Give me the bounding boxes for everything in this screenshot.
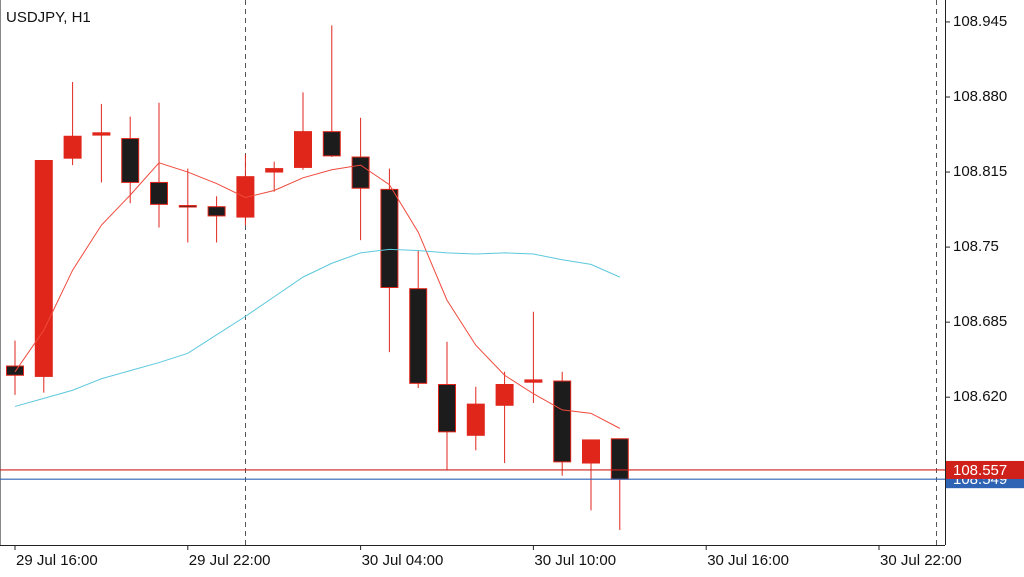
x-tick-label: 30 Jul 10:00 bbox=[534, 552, 616, 569]
candle-body bbox=[34, 159, 53, 377]
y-tick-label: 108.880 bbox=[953, 88, 1007, 105]
candle-body bbox=[207, 206, 226, 217]
candle-body bbox=[265, 168, 284, 173]
candle-body bbox=[92, 132, 111, 136]
price-label: 108.557 bbox=[953, 462, 1007, 479]
candle-body bbox=[121, 138, 140, 183]
price-label-box bbox=[946, 460, 1024, 479]
candle-body bbox=[495, 384, 514, 406]
candle-body bbox=[150, 181, 168, 205]
y-tick-label: 108.620 bbox=[953, 388, 1007, 405]
candle-body bbox=[438, 384, 456, 433]
chart-title: USDJPY, H1 bbox=[6, 9, 91, 26]
x-tick-label: 30 Jul 22:00 bbox=[880, 552, 962, 569]
y-tick-label: 108.815 bbox=[953, 163, 1007, 180]
moving-average bbox=[14, 248, 621, 407]
candle-body bbox=[409, 288, 428, 384]
candle-body bbox=[351, 156, 370, 189]
candle-body bbox=[322, 131, 341, 157]
x-tick-label: 29 Jul 22:00 bbox=[189, 552, 271, 569]
candle-body bbox=[524, 379, 543, 383]
x-tick-label: 29 Jul 16:00 bbox=[16, 552, 98, 569]
y-tick-label: 108.685 bbox=[953, 313, 1007, 330]
candle-body bbox=[610, 438, 629, 480]
candle-body bbox=[466, 403, 485, 436]
candle-body bbox=[294, 131, 312, 168]
candle-body bbox=[6, 365, 24, 376]
x-tick-label: 30 Jul 04:00 bbox=[362, 552, 444, 569]
y-tick-label: 108.75 bbox=[953, 238, 999, 255]
candle-body bbox=[380, 188, 399, 289]
x-tick-label: 30 Jul 16:00 bbox=[707, 552, 789, 569]
candle-body bbox=[178, 205, 197, 208]
moving-average bbox=[14, 162, 621, 429]
candle-body bbox=[236, 176, 255, 218]
candle-body bbox=[63, 135, 82, 159]
y-tick-label: 108.945 bbox=[953, 13, 1007, 30]
candle-body bbox=[553, 380, 572, 463]
candle-body bbox=[582, 439, 600, 464]
